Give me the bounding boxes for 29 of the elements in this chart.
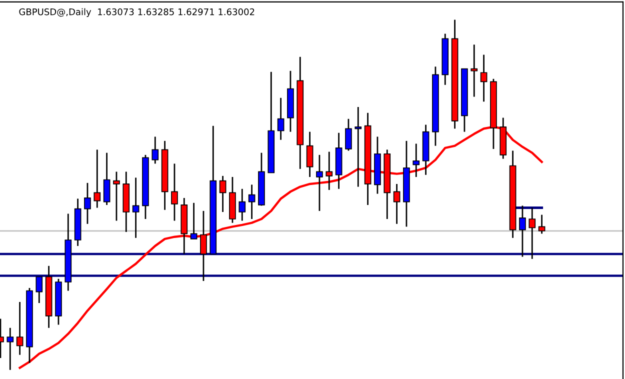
candlestick [103,152,110,206]
candlestick [36,276,43,304]
candlestick [480,54,488,102]
candlestick [113,171,120,222]
candlestick [238,188,246,222]
candlestick [190,202,198,240]
candlestick [326,151,333,191]
candlestick [470,44,478,98]
candlestick [277,97,284,141]
candlestick [345,118,352,152]
candlestick [248,184,256,220]
candlestick [16,301,24,356]
candlestick [132,176,140,239]
candlestick [393,183,400,225]
candlestick [152,136,159,164]
candlestick [412,143,420,178]
candlestick [306,131,314,178]
candlestick [538,214,546,234]
candlestick [171,162,178,222]
chart-title: GBPUSD@,Daily 1.63073 1.63285 1.62971 1.63002 [19,8,254,17]
candlestick [6,327,14,371]
candlestick [316,154,323,212]
candlestick [200,210,207,282]
candlestick [528,207,536,260]
candlestick [519,204,526,258]
candlestick [219,175,226,213]
candlestick [84,182,91,225]
candlestick [354,106,362,188]
candlestick [94,148,101,208]
